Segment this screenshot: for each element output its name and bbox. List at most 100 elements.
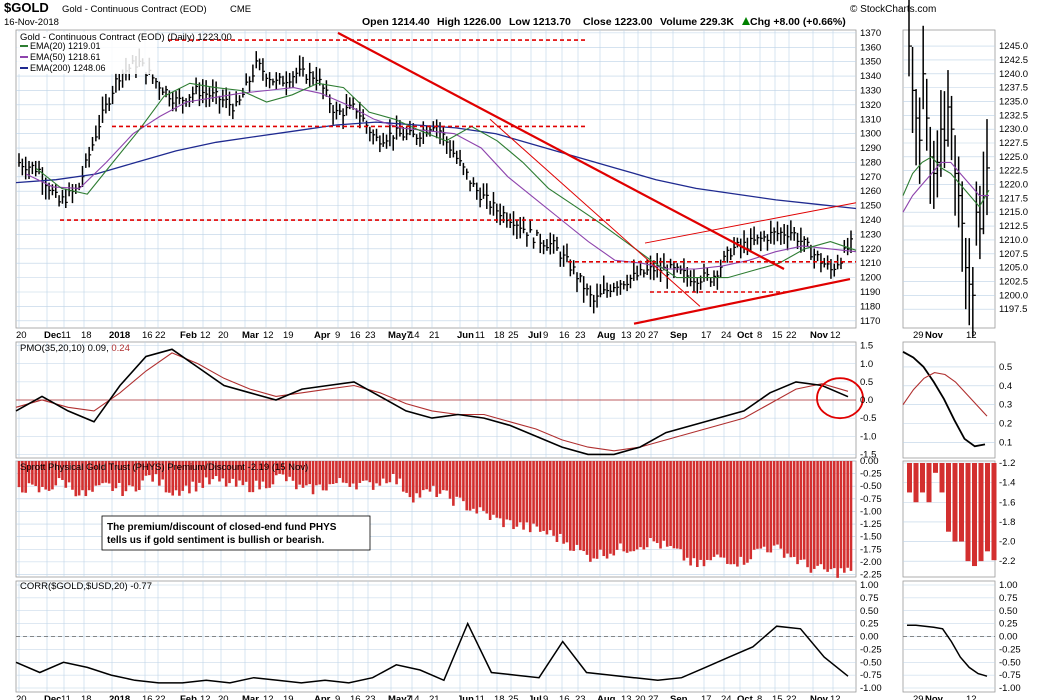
phys-bar: [174, 461, 178, 491]
high-value: High 1226.00: [437, 16, 501, 28]
phys-bar: [525, 461, 529, 523]
y-tick-label: 1170: [860, 316, 880, 327]
phys-bar: [645, 461, 649, 548]
close-value: Close 1223.00: [583, 16, 653, 28]
phys-bar: [131, 461, 134, 487]
phys-bar: [57, 461, 61, 479]
price-main-frame: [15, 29, 857, 329]
phys-bar: [141, 461, 144, 481]
zoom-phys-bar: [926, 463, 932, 503]
y-tick-label: 1290: [860, 143, 881, 154]
phys-bar: [752, 461, 756, 550]
y-tick-label: 1240.0: [999, 69, 1028, 80]
phys-bar: [201, 461, 205, 488]
x-tick-label: 2018: [109, 330, 130, 341]
x-tick-label: Mar: [242, 694, 259, 700]
y-tick-label: 0.25: [860, 619, 879, 630]
y-tick-label: -0.75: [860, 670, 882, 681]
phys-bar: [502, 461, 505, 528]
phys-bar: [74, 461, 78, 497]
phys-bar: [589, 461, 592, 562]
x-tick-label: 18: [494, 694, 505, 700]
phys-bar: [538, 461, 542, 532]
exchange-label: CME: [230, 4, 251, 15]
phys-bar: [158, 461, 161, 486]
x-tick-label: 20: [635, 330, 646, 341]
x-tick-label: 18: [494, 330, 505, 341]
phys-bar: [749, 461, 753, 560]
phys-bar: [137, 461, 141, 491]
zoom-corr-line: [907, 624, 988, 677]
y-tick-label: 1.00: [999, 580, 1018, 591]
phys-bar: [224, 461, 228, 487]
phys-label: Sprott Physical Gold Trust (PHYS) Premiu…: [20, 462, 308, 473]
phys-bar: [391, 461, 395, 474]
rising-channel-line: [644, 202, 857, 244]
phys-bar: [475, 461, 479, 514]
phys-bar: [836, 461, 839, 578]
y-tick-label: -1.75: [860, 544, 882, 555]
phys-bar: [485, 461, 489, 514]
phys-bar: [809, 461, 813, 573]
y-tick-label: -1.4: [999, 478, 1015, 489]
zoom-phys-bar: [965, 463, 971, 562]
up-arrow-icon: [742, 17, 750, 25]
y-tick-label: -0.50: [860, 657, 882, 668]
y-tick-label: -2.00: [860, 557, 882, 568]
phys-bar: [435, 461, 438, 498]
x-tick-label: 9: [335, 694, 340, 700]
x-tick-label: 9: [543, 330, 548, 341]
phys-bar: [381, 461, 385, 479]
phys-bar: [458, 461, 462, 498]
phys-bar: [231, 461, 235, 479]
phys-bar: [244, 461, 248, 482]
phys-bar: [575, 461, 579, 545]
phys-bar: [542, 461, 545, 531]
x-tick-label: 17: [701, 330, 712, 341]
phys-bar: [248, 461, 251, 493]
y-tick-label: 1280: [860, 157, 881, 168]
y-tick-label: 0.5: [860, 377, 873, 388]
phys-bar: [94, 461, 98, 486]
phys-bar: [518, 461, 522, 523]
phys-bar: [358, 461, 362, 483]
phys-bar: [124, 461, 128, 492]
x-tick-label: 29: [913, 330, 924, 341]
y-tick-label: 0.25: [999, 619, 1018, 630]
falling-trendline: [337, 31, 785, 270]
x-tick-label: 14: [409, 330, 420, 341]
x-tick-label: 22: [155, 694, 166, 700]
y-tick-label: 1320: [860, 100, 881, 111]
x-tick-label: 11: [61, 330, 71, 341]
phys-bar: [351, 461, 355, 484]
phys-bar: [819, 461, 823, 565]
x-tick-label: 21: [429, 694, 440, 700]
zoom-phys-bar: [933, 463, 938, 473]
ema20-legend: EMA(20) 1219.01: [30, 41, 101, 51]
phys-bar: [649, 461, 652, 539]
phys-bar: [505, 461, 509, 520]
x-tick-label: 13: [621, 694, 632, 700]
y-tick-label: 0.2: [999, 419, 1012, 430]
phys-bar: [151, 461, 154, 482]
phys-bar: [271, 461, 275, 485]
phys-bar: [652, 461, 656, 542]
phys-bar: [599, 461, 602, 550]
phys-bar: [562, 461, 565, 544]
phys-bar: [64, 461, 68, 488]
phys-bar: [411, 461, 415, 503]
y-tick-label: 0.5: [999, 362, 1012, 373]
y-tick-label: 1250: [860, 201, 881, 212]
x-tick-label: 16: [559, 694, 570, 700]
phys-bar: [445, 461, 448, 491]
zoom-phys-bar: [920, 463, 925, 493]
phys-bar: [565, 461, 569, 543]
phys-bar: [559, 461, 562, 534]
phys-bar: [375, 461, 378, 484]
phys-bar: [355, 461, 358, 490]
y-tick-label: 0.00: [860, 456, 879, 467]
x-tick-label: 27: [648, 694, 659, 700]
phys-bar: [341, 461, 345, 483]
phys-bar: [655, 461, 659, 544]
phys-bar: [371, 461, 375, 490]
